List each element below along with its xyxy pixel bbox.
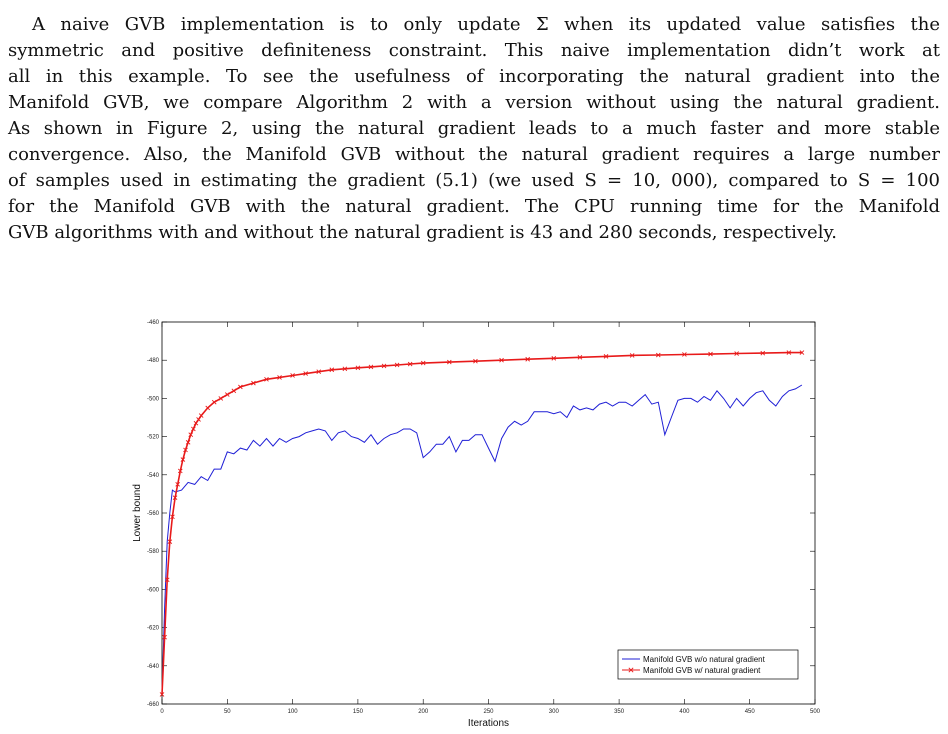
data-point-marker xyxy=(164,577,170,583)
y-tick-label: -580 xyxy=(147,549,160,555)
x-tick-label: 350 xyxy=(614,709,625,715)
data-point-marker xyxy=(177,468,183,474)
data-point-marker xyxy=(175,482,180,487)
data-point-marker xyxy=(551,355,557,361)
data-point-marker xyxy=(205,405,211,411)
x-tick-label: 200 xyxy=(418,709,429,715)
legend-x-marker xyxy=(628,667,634,673)
x-tick-label: 50 xyxy=(224,709,231,715)
data-point-marker xyxy=(264,376,269,382)
data-point-marker xyxy=(170,514,175,520)
data-point-marker xyxy=(277,375,282,380)
x-tick-label: 150 xyxy=(353,709,364,715)
data-point-marker xyxy=(760,350,766,356)
paragraph-line-6: convergence. Also, the Manifold GVB with… xyxy=(8,144,940,165)
data-point-marker xyxy=(211,399,217,405)
data-point-marker xyxy=(251,380,256,386)
y-tick-label: -460 xyxy=(147,320,160,326)
x-tick-label: 500 xyxy=(810,709,821,715)
paragraph-line-4: Manifold GVB, we compare Algorithm 2 wit… xyxy=(8,92,940,113)
data-point-marker xyxy=(577,355,583,360)
data-point-marker xyxy=(196,417,201,422)
data-point-marker xyxy=(708,351,713,357)
data-point-marker xyxy=(162,634,167,640)
paragraph-line-1: A naive GVB implementation is to only up… xyxy=(32,14,940,35)
data-point-marker xyxy=(368,364,374,370)
data-point-marker xyxy=(394,362,400,368)
x-tick-label: 250 xyxy=(483,709,494,715)
data-point-marker xyxy=(381,363,387,369)
x-axis-label: Iterations xyxy=(468,718,509,729)
y-tick-label: -560 xyxy=(147,511,160,517)
y-tick-label: -520 xyxy=(147,435,160,441)
data-point-marker xyxy=(447,359,452,365)
data-point-marker xyxy=(224,392,230,397)
data-point-marker xyxy=(238,384,243,390)
y-tick-label: -660 xyxy=(147,702,160,708)
paragraph-line-9: GVB algorithms with and without the natu… xyxy=(8,222,837,243)
data-point-marker xyxy=(303,371,308,376)
y-tick-label: -600 xyxy=(147,587,160,593)
data-point-marker xyxy=(682,352,687,357)
y-tick-label: -540 xyxy=(147,473,160,479)
data-point-marker xyxy=(655,352,661,358)
data-point-marker xyxy=(407,361,413,367)
data-point-marker xyxy=(159,692,165,697)
data-point-marker xyxy=(355,365,361,371)
data-point-marker xyxy=(342,366,348,372)
x-tick-label: 450 xyxy=(745,709,756,715)
x-tick-label: 100 xyxy=(288,709,299,715)
legend-box xyxy=(617,649,799,680)
data-point-marker xyxy=(499,357,504,363)
legend-label-series-1: Manifold GVB w/o natural gradient xyxy=(643,655,766,664)
paragraph-line-5: As shown in Figure 2, using the natural … xyxy=(8,118,940,139)
data-point-marker xyxy=(172,495,178,501)
plot-frame xyxy=(161,321,816,705)
y-tick-label: -620 xyxy=(147,626,160,632)
data-point-marker xyxy=(329,367,335,373)
x-tick-label: 0 xyxy=(160,709,164,715)
data-point-marker xyxy=(167,539,173,544)
plot-area: 0 50 100 150 200 250 300 350 400 450 500 -660 -640 -6… xyxy=(147,320,821,715)
data-point-marker xyxy=(193,420,199,426)
legend: Manifold GVB w/o natural gradient Manifo… xyxy=(617,649,799,680)
data-point-marker xyxy=(799,350,805,355)
paragraph-line-7: of samples used in estimating the gradie… xyxy=(8,170,940,191)
data-point-marker xyxy=(218,396,224,401)
paragraph-line-8: for the Manifold GVB with the natural gr… xyxy=(8,196,940,217)
y-tick-label: -640 xyxy=(147,664,160,670)
y-tick-label: -500 xyxy=(147,396,160,402)
x-tick-label: 400 xyxy=(679,709,690,715)
data-point-marker xyxy=(191,426,196,432)
x-tick-label: 300 xyxy=(549,709,560,715)
data-point-marker xyxy=(316,369,322,374)
data-point-marker xyxy=(290,373,295,378)
paragraph-line-3: all in this example. To see the usefulne… xyxy=(8,66,940,87)
data-point-marker xyxy=(231,388,237,394)
data-point-marker xyxy=(473,358,478,364)
data-point-marker xyxy=(183,447,188,453)
legend-label-series-2: Manifold GVB w/ natural gradient xyxy=(643,666,761,675)
legend-marker-series-2 xyxy=(628,667,634,673)
y-tick-label: -480 xyxy=(147,358,160,364)
y-axis-label: Lower bound xyxy=(132,484,143,542)
data-point-marker xyxy=(188,432,194,438)
data-point-marker xyxy=(185,440,191,445)
paragraph-line-2: symmetric and positive definiteness cons… xyxy=(8,40,940,61)
data-point-marker xyxy=(420,360,426,366)
lower-bound-chart: 0 50 100 150 200 250 300 350 400 450 500 -660 -640 -6… xyxy=(132,320,821,729)
data-point-marker xyxy=(525,356,530,362)
data-point-marker xyxy=(180,457,186,462)
data-point-marker xyxy=(603,354,609,359)
data-point-marker xyxy=(629,353,635,358)
series-line-1 xyxy=(161,384,803,695)
body-paragraph: A naive GVB implementation is to only up… xyxy=(8,12,940,246)
data-point-marker xyxy=(734,351,739,356)
data-point-marker xyxy=(198,413,204,418)
data-point-marker xyxy=(786,350,792,355)
